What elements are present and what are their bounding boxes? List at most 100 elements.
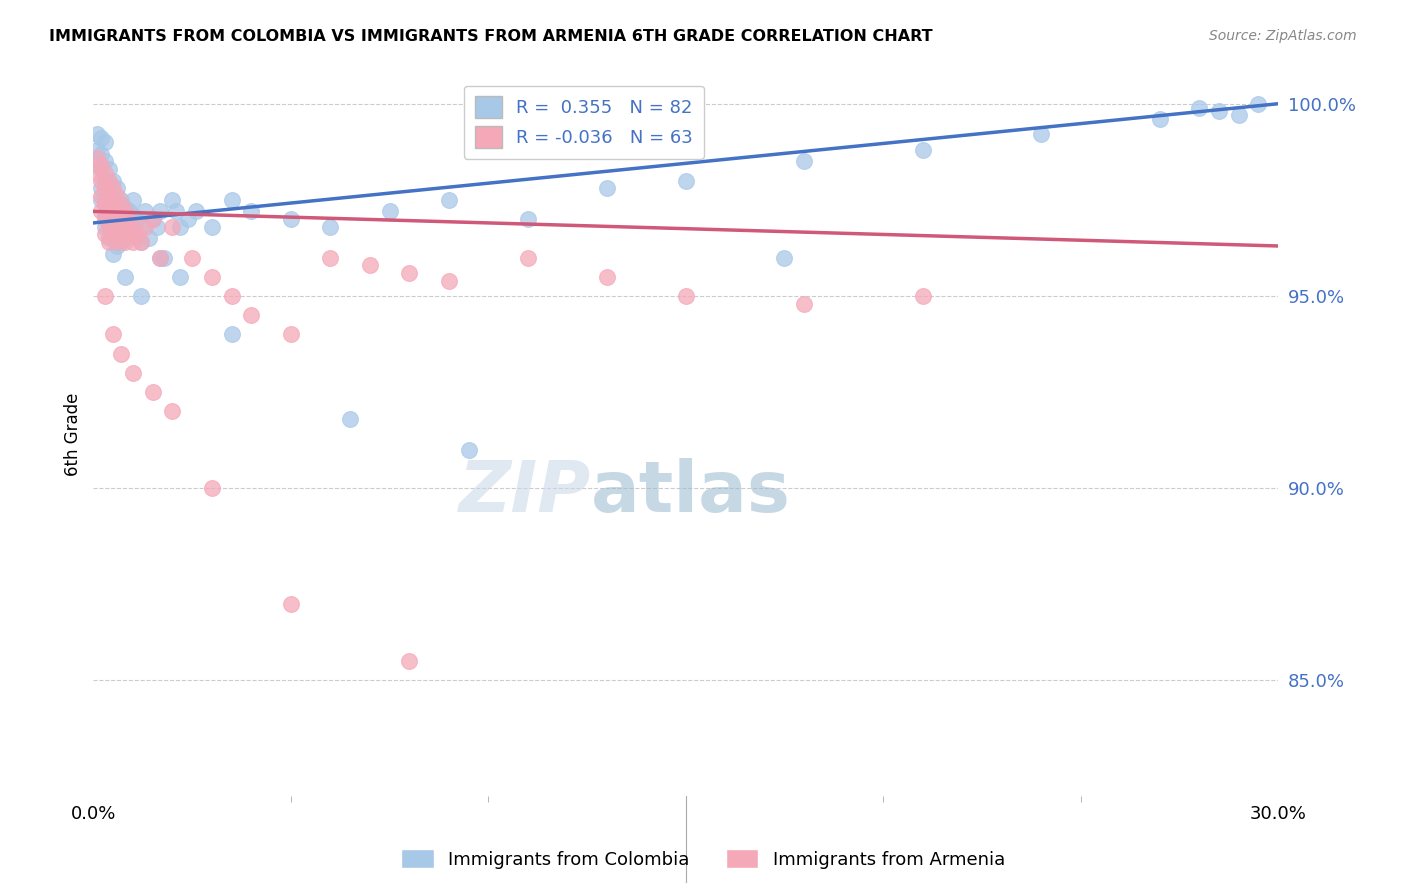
Point <box>110 227 132 242</box>
Point <box>184 204 207 219</box>
Point <box>114 235 136 249</box>
Point <box>596 269 619 284</box>
Point <box>94 135 117 149</box>
Point <box>319 219 342 234</box>
Point <box>319 251 342 265</box>
Point <box>129 235 152 249</box>
Point <box>359 258 381 272</box>
Point <box>221 193 243 207</box>
Point <box>121 224 143 238</box>
Point <box>125 212 148 227</box>
Point <box>110 219 132 234</box>
Point <box>145 219 167 234</box>
Point <box>675 289 697 303</box>
Point <box>110 235 132 249</box>
Point <box>121 208 143 222</box>
Point <box>437 274 460 288</box>
Point <box>110 193 132 207</box>
Point <box>149 251 172 265</box>
Point <box>221 289 243 303</box>
Point <box>142 212 165 227</box>
Point <box>201 481 224 495</box>
Point <box>280 597 302 611</box>
Point <box>201 219 224 234</box>
Point <box>1208 104 1230 119</box>
Point <box>94 154 117 169</box>
Point <box>153 251 176 265</box>
Point <box>142 212 165 227</box>
Point <box>94 166 117 180</box>
Point <box>149 251 172 265</box>
Point <box>129 235 152 249</box>
Point <box>101 196 124 211</box>
Point <box>121 235 143 249</box>
Point <box>437 193 460 207</box>
Point <box>240 308 263 322</box>
Point <box>114 269 136 284</box>
Point <box>118 219 141 234</box>
Point <box>101 173 124 187</box>
Point <box>98 204 121 219</box>
Point <box>114 204 136 219</box>
Point <box>90 158 112 172</box>
Point <box>114 201 136 215</box>
Point <box>1247 96 1270 111</box>
Point <box>339 412 361 426</box>
Point <box>1149 112 1171 127</box>
Point <box>98 173 121 187</box>
Point <box>101 231 124 245</box>
Point <box>162 193 184 207</box>
Point <box>516 212 538 227</box>
Legend: Immigrants from Colombia, Immigrants from Armenia: Immigrants from Colombia, Immigrants fro… <box>394 842 1012 876</box>
Point <box>90 181 112 195</box>
Point <box>142 385 165 400</box>
Text: ZIP: ZIP <box>458 458 591 526</box>
Point <box>240 204 263 219</box>
Point <box>101 246 124 260</box>
Point <box>94 173 117 187</box>
Point <box>105 189 128 203</box>
Point <box>101 227 124 242</box>
Point <box>162 404 184 418</box>
Point <box>221 327 243 342</box>
Point <box>101 216 124 230</box>
Point <box>86 143 108 157</box>
Point <box>86 166 108 180</box>
Point <box>105 196 128 211</box>
Point <box>105 204 128 219</box>
Point <box>675 173 697 187</box>
Point <box>110 212 132 227</box>
Point <box>110 208 132 222</box>
Point <box>105 235 128 249</box>
Text: atlas: atlas <box>591 458 790 526</box>
Point <box>101 189 124 203</box>
Point <box>280 327 302 342</box>
Point <box>121 219 143 234</box>
Point <box>98 162 121 177</box>
Point <box>90 131 112 145</box>
Point <box>101 204 124 219</box>
Legend: R =  0.355   N = 82, R = -0.036   N = 63: R = 0.355 N = 82, R = -0.036 N = 63 <box>464 86 703 159</box>
Point <box>105 224 128 238</box>
Point <box>129 219 152 234</box>
Point <box>90 193 112 207</box>
Point <box>118 212 141 227</box>
Point <box>94 227 117 242</box>
Point <box>101 181 124 195</box>
Y-axis label: 6th Grade: 6th Grade <box>65 392 82 476</box>
Point <box>114 219 136 234</box>
Point <box>121 193 143 207</box>
Point <box>911 289 934 303</box>
Point <box>516 251 538 265</box>
Point <box>398 654 420 668</box>
Point <box>105 212 128 227</box>
Point <box>110 346 132 360</box>
Point <box>378 204 401 219</box>
Point <box>280 212 302 227</box>
Point <box>457 442 479 457</box>
Point <box>98 216 121 230</box>
Point <box>162 219 184 234</box>
Point <box>94 289 117 303</box>
Point <box>138 231 160 245</box>
Point <box>98 219 121 234</box>
